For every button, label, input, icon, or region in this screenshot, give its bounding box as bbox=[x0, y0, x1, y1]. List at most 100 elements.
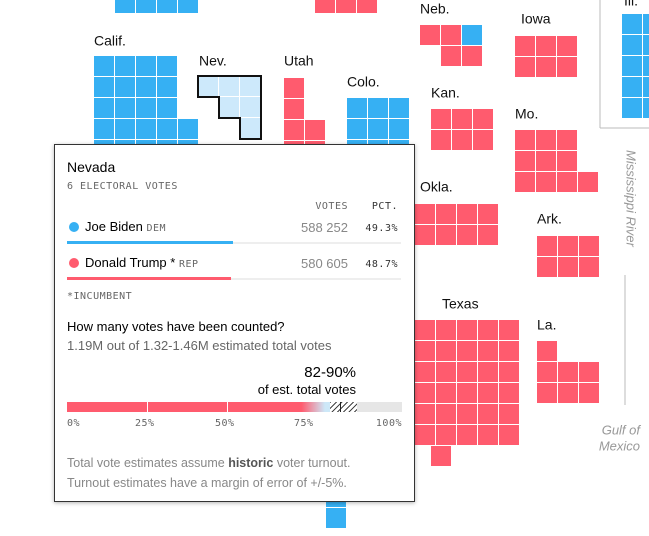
party-dot bbox=[69, 258, 79, 268]
cell bbox=[557, 172, 577, 192]
cell bbox=[643, 14, 649, 34]
cell bbox=[219, 97, 239, 117]
tick-label: 50% bbox=[215, 418, 235, 429]
cell bbox=[415, 362, 435, 382]
cell bbox=[515, 130, 535, 150]
cell bbox=[558, 236, 578, 256]
cell bbox=[415, 425, 435, 445]
cell bbox=[198, 76, 218, 96]
cell bbox=[557, 57, 577, 77]
cell bbox=[178, 119, 198, 139]
cell bbox=[431, 109, 451, 129]
cell bbox=[441, 46, 461, 66]
cell bbox=[389, 98, 409, 118]
subtitle: 6 ELECTORAL VOTES bbox=[67, 181, 178, 192]
cell bbox=[499, 425, 519, 445]
footer-bold: historic bbox=[228, 456, 274, 470]
cell bbox=[478, 362, 498, 382]
cell bbox=[499, 362, 519, 382]
cell bbox=[441, 25, 461, 45]
cell bbox=[357, 0, 377, 13]
cell bbox=[94, 119, 114, 139]
footer-text: Total vote estimates assume bbox=[67, 456, 229, 470]
cell bbox=[431, 130, 451, 150]
cell bbox=[219, 76, 239, 96]
cell bbox=[240, 97, 260, 117]
cell bbox=[473, 130, 493, 150]
cell bbox=[415, 404, 435, 424]
cell bbox=[436, 320, 456, 340]
cell bbox=[94, 77, 114, 97]
col-header: VOTES bbox=[315, 201, 348, 212]
candidate: Joe Biden DEM bbox=[85, 219, 166, 234]
state-label: Utah bbox=[284, 53, 314, 69]
cell bbox=[558, 383, 578, 403]
cell bbox=[499, 320, 519, 340]
tick-label: 75% bbox=[294, 418, 314, 429]
estimate-label: of est. total votes bbox=[257, 382, 356, 397]
state-label: Calif. bbox=[94, 33, 126, 49]
cell bbox=[457, 383, 477, 403]
cell bbox=[452, 109, 472, 129]
cell bbox=[515, 151, 535, 171]
cell bbox=[557, 151, 577, 171]
cell bbox=[457, 320, 477, 340]
cell bbox=[452, 130, 472, 150]
share-bar bbox=[67, 277, 231, 280]
cell bbox=[537, 236, 557, 256]
cell bbox=[457, 225, 477, 245]
cell bbox=[478, 404, 498, 424]
cell bbox=[478, 320, 498, 340]
footer: Turnout estimates have a margin of error… bbox=[67, 476, 347, 490]
cell bbox=[478, 383, 498, 403]
cell bbox=[537, 257, 557, 277]
note: *INCUMBENT bbox=[67, 291, 133, 302]
cell bbox=[622, 56, 642, 76]
footer-text: voter turnout. bbox=[273, 456, 351, 470]
cell bbox=[457, 341, 477, 361]
cell bbox=[499, 404, 519, 424]
cell bbox=[557, 36, 577, 56]
cell bbox=[347, 98, 367, 118]
tick-label: 25% bbox=[135, 418, 155, 429]
rule bbox=[67, 278, 401, 280]
state-label: Neb. bbox=[420, 1, 450, 17]
cell bbox=[537, 362, 557, 382]
cell bbox=[436, 425, 456, 445]
cell bbox=[136, 0, 156, 13]
tick-label: 100% bbox=[375, 418, 402, 429]
cell bbox=[436, 341, 456, 361]
cell bbox=[622, 98, 642, 118]
gulf-label: Gulf of bbox=[602, 422, 642, 437]
cell bbox=[157, 98, 177, 118]
cell bbox=[457, 362, 477, 382]
footer: Total vote estimates assume historic vot… bbox=[67, 456, 350, 470]
cell bbox=[643, 77, 649, 97]
tooltip: Nevada 6 ELECTORAL VOTES VOTES PCT. Joe … bbox=[54, 144, 415, 502]
cell bbox=[579, 383, 599, 403]
counted: 1.19M out of 1.32-1.46M estimated total … bbox=[67, 338, 332, 353]
tick-label: 0% bbox=[67, 418, 81, 429]
cell bbox=[557, 130, 577, 150]
party-dot bbox=[69, 222, 79, 232]
cell bbox=[389, 119, 409, 139]
cell bbox=[478, 204, 498, 224]
question: How many votes have been counted? bbox=[67, 319, 285, 334]
cell bbox=[622, 77, 642, 97]
cell bbox=[136, 77, 156, 97]
cell bbox=[415, 383, 435, 403]
cell bbox=[462, 25, 482, 45]
cell bbox=[336, 0, 356, 13]
bar-divider bbox=[227, 402, 228, 412]
cell bbox=[515, 172, 535, 192]
cell bbox=[515, 36, 535, 56]
state-label: Iowa bbox=[521, 11, 551, 27]
tooltip-title: Nevada bbox=[67, 159, 116, 175]
river-label: Mississippi River bbox=[624, 150, 639, 247]
cell bbox=[420, 25, 440, 45]
state-label: Okla. bbox=[420, 179, 453, 195]
cell bbox=[643, 56, 649, 76]
cell bbox=[284, 120, 304, 140]
cell bbox=[240, 76, 260, 96]
